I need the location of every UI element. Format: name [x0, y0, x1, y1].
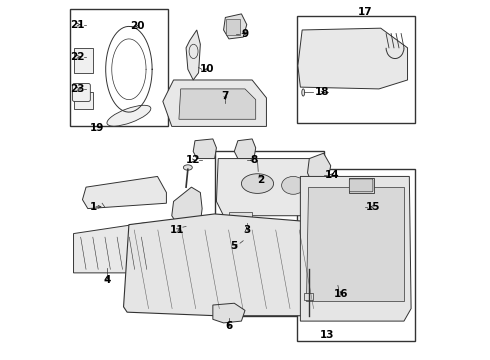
Text: 7: 7	[221, 91, 229, 101]
Text: 19: 19	[90, 123, 104, 133]
Bar	[74, 93, 93, 109]
Text: 9: 9	[242, 28, 248, 39]
FancyBboxPatch shape	[349, 179, 373, 192]
Text: 10: 10	[200, 64, 215, 74]
Bar	[226, 19, 240, 35]
Bar	[297, 169, 415, 341]
Bar	[297, 16, 415, 123]
Ellipse shape	[302, 89, 305, 96]
Text: 2: 2	[257, 175, 265, 185]
Polygon shape	[223, 14, 247, 39]
Text: 16: 16	[334, 289, 349, 299]
Text: 13: 13	[320, 330, 334, 341]
Text: 6: 6	[225, 321, 233, 332]
Text: 15: 15	[366, 202, 380, 212]
Bar	[74, 48, 93, 73]
Polygon shape	[186, 30, 200, 80]
Text: 8: 8	[250, 156, 258, 165]
Bar	[348, 178, 373, 193]
Ellipse shape	[282, 176, 305, 194]
Polygon shape	[163, 80, 267, 126]
Text: 12: 12	[186, 156, 200, 165]
FancyBboxPatch shape	[73, 84, 90, 102]
Polygon shape	[179, 89, 256, 119]
Polygon shape	[82, 176, 167, 208]
Polygon shape	[234, 139, 256, 158]
Text: 14: 14	[325, 170, 340, 180]
Polygon shape	[123, 214, 325, 316]
Polygon shape	[213, 303, 245, 323]
Polygon shape	[217, 158, 320, 216]
Bar	[215, 152, 323, 316]
Polygon shape	[172, 187, 202, 230]
Text: 5: 5	[231, 241, 238, 251]
Text: 11: 11	[170, 225, 184, 235]
Text: 20: 20	[130, 21, 145, 31]
Polygon shape	[300, 176, 411, 321]
Text: 17: 17	[357, 7, 372, 17]
Text: 4: 4	[104, 275, 111, 285]
Text: 23: 23	[71, 84, 85, 94]
Polygon shape	[298, 28, 408, 89]
Ellipse shape	[242, 174, 273, 193]
Text: 3: 3	[243, 225, 250, 235]
Bar	[229, 212, 252, 228]
Ellipse shape	[183, 165, 192, 170]
Text: 1: 1	[90, 202, 97, 212]
Bar	[229, 232, 254, 251]
Polygon shape	[308, 153, 331, 185]
Polygon shape	[74, 223, 154, 273]
Bar	[304, 293, 313, 300]
Polygon shape	[193, 139, 217, 158]
Polygon shape	[306, 187, 404, 301]
Ellipse shape	[107, 105, 151, 126]
Text: 22: 22	[71, 52, 85, 62]
Bar	[70, 9, 168, 126]
Text: 21: 21	[71, 19, 85, 30]
Text: 18: 18	[315, 87, 329, 98]
